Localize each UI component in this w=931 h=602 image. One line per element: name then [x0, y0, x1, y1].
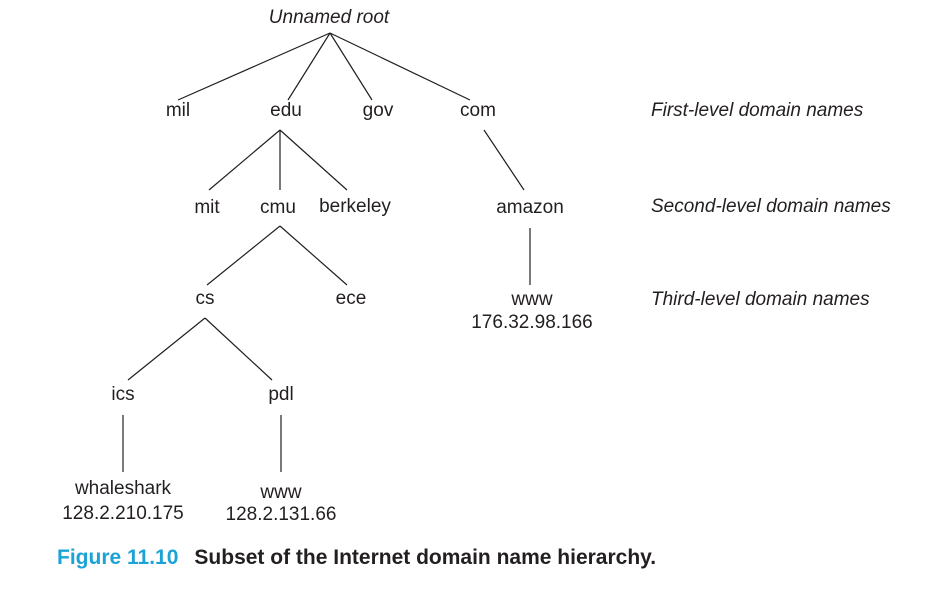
node-edu: edu: [270, 100, 302, 121]
edge-cs-pdl: [204, 317, 273, 381]
node-cmu: cmu: [260, 197, 296, 218]
node-whaleshark: whaleshark: [74, 478, 172, 499]
node-cs: cs: [195, 288, 215, 309]
figure-number: Figure 11.10: [57, 546, 179, 569]
node-gov: gov: [362, 100, 394, 121]
node-amazon-www: www: [511, 289, 553, 310]
edge-edu-berkeley: [279, 129, 348, 191]
edge-edu-mit: [208, 129, 281, 191]
pdl-www-ip: 128.2.131.66: [225, 504, 337, 525]
node-amazon: amazon: [496, 197, 564, 218]
first-level-label: First-level domain names: [651, 100, 864, 121]
edge-root-edu: [287, 32, 331, 101]
edge-cmu-cs: [206, 225, 281, 286]
node-pdl: pdl: [268, 384, 294, 405]
whaleshark-ip: 128.2.210.175: [62, 503, 184, 524]
amazon-www-ip: 176.32.98.166: [471, 312, 593, 333]
third-level-label: Third-level domain names: [651, 289, 870, 310]
figure-caption: Figure 11.10 Subset of the Internet domai…: [57, 545, 656, 571]
edge-com-amazon: [483, 129, 525, 191]
edge-cs-ics: [127, 317, 206, 381]
node-ics: ics: [111, 384, 135, 405]
edge-cmu-ece: [279, 225, 348, 286]
edge-root-gov: [329, 32, 373, 101]
node-ece: ece: [335, 288, 367, 309]
edge-root-com: [329, 32, 471, 101]
node-pdl-www: www: [260, 482, 302, 503]
edge-root-mil: [177, 32, 331, 101]
figure-title: Subset of the Internet domain name hiera…: [194, 546, 657, 569]
node-mit: mit: [194, 197, 220, 218]
node-com: com: [460, 100, 496, 121]
node-berkeley: berkeley: [319, 196, 391, 217]
second-level-label: Second-level domain names: [651, 196, 891, 217]
root-node: Unnamed root: [268, 7, 390, 28]
node-mil: mil: [165, 100, 191, 121]
